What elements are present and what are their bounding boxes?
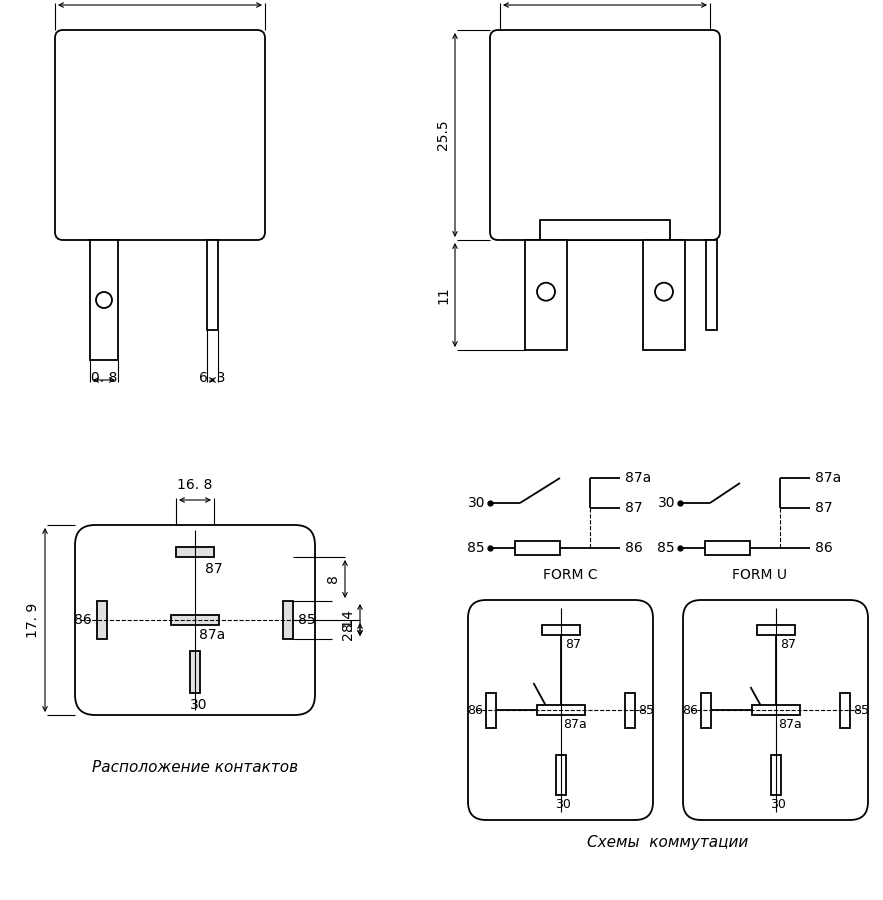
Text: 86: 86 <box>683 704 698 716</box>
Text: 0. 8: 0. 8 <box>91 371 117 385</box>
FancyBboxPatch shape <box>55 30 265 240</box>
Text: 30: 30 <box>658 496 675 510</box>
Text: FORM C: FORM C <box>543 568 597 582</box>
Bar <box>701 692 711 727</box>
Bar <box>751 705 799 715</box>
Text: 30: 30 <box>771 798 787 811</box>
Bar <box>555 755 565 795</box>
Bar <box>97 601 107 639</box>
Text: 87: 87 <box>625 501 643 515</box>
Bar <box>90 240 118 360</box>
Bar <box>540 220 670 240</box>
Text: 30: 30 <box>190 698 208 712</box>
Text: 85: 85 <box>467 541 485 555</box>
Bar <box>771 755 781 795</box>
Bar <box>541 625 579 635</box>
Bar <box>537 705 585 715</box>
Bar <box>515 541 560 555</box>
Text: 30: 30 <box>467 496 485 510</box>
Text: 87a: 87a <box>563 718 587 731</box>
Bar <box>190 651 200 693</box>
FancyBboxPatch shape <box>468 600 653 820</box>
Text: 87: 87 <box>781 638 796 651</box>
Bar <box>706 240 717 330</box>
Bar <box>176 547 214 557</box>
Text: 85: 85 <box>298 613 315 627</box>
Text: Расположение контактов: Расположение контактов <box>92 760 298 775</box>
Text: 87: 87 <box>205 562 223 576</box>
Text: 87: 87 <box>815 501 833 515</box>
Text: 85: 85 <box>657 541 675 555</box>
Text: 25.5: 25.5 <box>436 120 450 150</box>
Text: Схемы  коммутации: Схемы коммутации <box>587 835 749 850</box>
Text: 85: 85 <box>853 704 869 716</box>
Text: 16. 8: 16. 8 <box>177 478 213 492</box>
Text: 2.1: 2.1 <box>341 618 355 641</box>
FancyBboxPatch shape <box>75 525 315 715</box>
Text: 11: 11 <box>436 286 450 304</box>
Text: 87a: 87a <box>199 628 225 642</box>
Bar <box>207 240 218 330</box>
Bar <box>486 692 496 727</box>
Bar <box>643 240 685 350</box>
Bar <box>705 541 750 555</box>
Text: 8: 8 <box>326 574 340 583</box>
Text: 6. 3: 6. 3 <box>200 371 226 385</box>
FancyBboxPatch shape <box>683 600 868 820</box>
Bar <box>283 601 293 639</box>
Text: 86: 86 <box>467 704 483 716</box>
Text: 86: 86 <box>74 613 92 627</box>
Bar <box>840 692 850 727</box>
Text: 87a: 87a <box>779 718 803 731</box>
Bar <box>171 615 219 625</box>
Text: 87a: 87a <box>625 471 652 485</box>
Text: 85: 85 <box>638 704 654 716</box>
Text: 87a: 87a <box>815 471 841 485</box>
Text: 17. 9: 17. 9 <box>26 602 40 637</box>
Bar <box>525 240 567 350</box>
Text: 8.4: 8.4 <box>341 609 355 631</box>
Bar <box>625 692 635 727</box>
Text: 30: 30 <box>555 798 571 811</box>
Bar <box>757 625 795 635</box>
Text: 86: 86 <box>625 541 643 555</box>
Text: 86: 86 <box>815 541 833 555</box>
Text: 87: 87 <box>565 638 582 651</box>
Text: FORM U: FORM U <box>733 568 788 582</box>
FancyBboxPatch shape <box>490 30 720 240</box>
